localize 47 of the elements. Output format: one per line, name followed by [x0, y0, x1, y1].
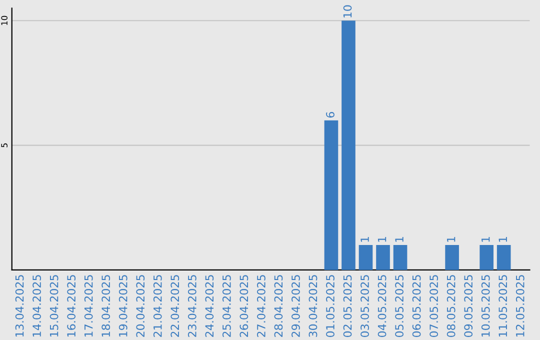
x-tick-label: 02.05.2025 — [343, 275, 352, 338]
y-tick-label: 5 — [1, 143, 8, 148]
bar — [480, 245, 494, 270]
x-tick-label: 01.05.2025 — [326, 275, 334, 338]
bar — [342, 20, 356, 270]
x-tick-label: 06.05.2025 — [412, 275, 421, 338]
bar — [496, 245, 511, 270]
x-tick-label: 07.05.2025 — [430, 275, 438, 338]
x-tick-label: 29.04.2025 — [292, 275, 300, 337]
x-tick-label: 20.04.2025 — [136, 275, 145, 337]
x-tick-label: 21.04.2025 — [153, 275, 162, 337]
bar — [445, 245, 459, 270]
data-label: 1 — [447, 236, 456, 242]
x-tick-label: 19.04.2025 — [118, 275, 128, 337]
data-label: 1 — [360, 236, 369, 242]
x-tick-label: 05.05.2025 — [395, 275, 404, 338]
data-label: 10 — [343, 5, 352, 18]
data-label: 1 — [395, 236, 404, 242]
x-tick-label: 10.05.2025 — [481, 275, 490, 337]
x-tick-label: 26.04.2025 — [240, 275, 248, 337]
x-tick-label: 03.05.2025 — [360, 275, 369, 338]
data-label: 1 — [482, 236, 490, 242]
x-tick-label: 04.05.2025 — [378, 275, 386, 338]
x-tick-label: 11.05.2025 — [498, 275, 508, 337]
x-tick-label: 27.04.2025 — [257, 275, 266, 337]
x-tick-label: 09.05.2025 — [464, 275, 473, 338]
x-tick-label: 18.04.2025 — [102, 275, 110, 337]
data-label: 1 — [498, 236, 507, 242]
x-tick-label: 12.05.2025 — [516, 275, 524, 337]
x-tick-label: 08.05.2025 — [446, 275, 456, 338]
x-tick-label: 13.04.2025 — [15, 275, 24, 337]
x-tick-label: 28.04.2025 — [274, 275, 283, 337]
data-label: 6 — [326, 112, 334, 118]
bar — [324, 120, 338, 270]
bar — [393, 245, 408, 270]
x-tick-label: 14.04.2025 — [32, 275, 41, 337]
x-tick-label: 22.04.2025 — [170, 275, 180, 337]
x-tick-label: 30.04.2025 — [308, 275, 318, 337]
x-tick-label: 17.04.2025 — [84, 275, 93, 337]
x-tick-label: 25.04.2025 — [222, 275, 231, 337]
x-tick-label: 24.04.2025 — [205, 275, 214, 337]
x-tick-label: 23.04.2025 — [188, 275, 196, 337]
bar — [358, 245, 373, 270]
x-tick-label: 16.04.2025 — [67, 275, 76, 337]
bar — [376, 245, 390, 270]
x-tick-label: 15.04.2025 — [50, 275, 58, 337]
data-label: 1 — [378, 236, 386, 242]
